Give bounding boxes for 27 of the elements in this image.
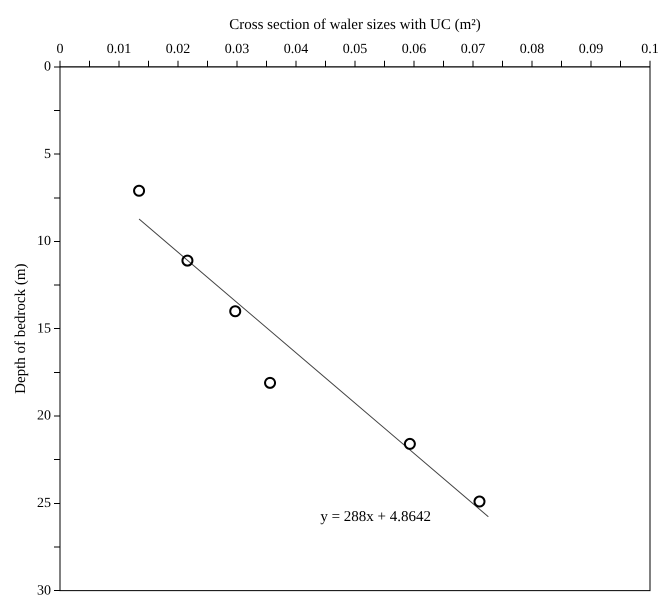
y-axis-title: Depth of bedrock (m) [12, 264, 29, 394]
y-tick-label: 5 [44, 146, 51, 162]
point [133, 184, 146, 197]
y-tick-label: 0 [44, 59, 51, 74]
point [404, 438, 416, 450]
x-tick-label: 0.01 [106, 42, 132, 58]
x-tick-label: 0.02 [166, 42, 190, 58]
point [264, 376, 276, 389]
x-tick-label: 0.06 [402, 42, 426, 58]
annotation: y = 288x + 4.8642 [320, 509, 431, 526]
point [229, 305, 242, 318]
point [473, 496, 486, 508]
x-axis-title: Cross section of waler sizes with UC (m²) [229, 16, 481, 33]
y-tick-label: 20 [37, 408, 51, 424]
x-tick-label: 0.09 [578, 42, 604, 58]
y-tick-label: 15 [37, 321, 51, 336]
x-tick-label: 0.05 [342, 42, 368, 58]
x-tick-label: 0.03 [224, 42, 250, 58]
x-tick-label: 0.04 [284, 42, 308, 58]
y-tick-label: 25 [37, 496, 51, 511]
point [181, 254, 194, 267]
y-tick-label: 10 [37, 234, 51, 250]
x-tick-label: 0.08 [520, 42, 544, 58]
y-tick-label: 30 [37, 583, 51, 598]
x-tick-label: 0 [56, 42, 64, 58]
x-tick-label: 0.07 [460, 42, 486, 58]
x-tick-label: 0.1 [641, 42, 659, 58]
